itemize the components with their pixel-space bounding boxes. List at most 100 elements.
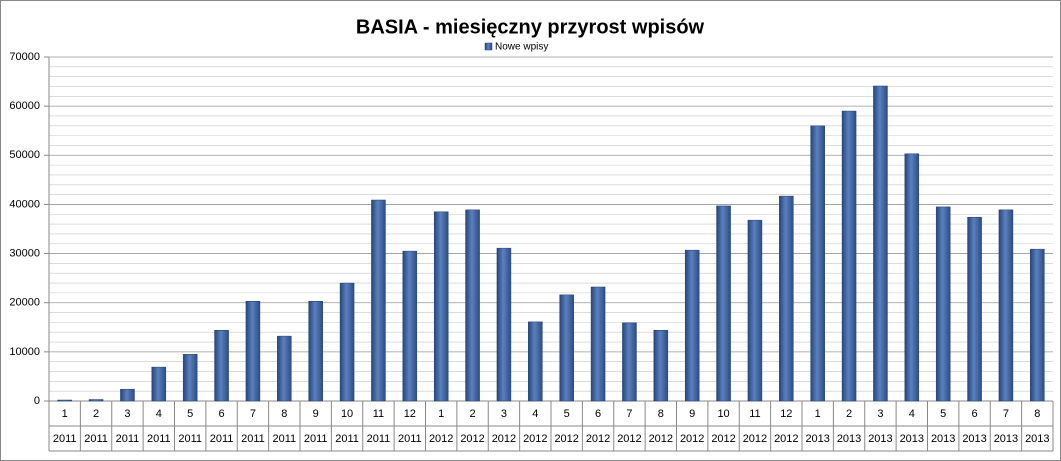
x-tick-label: 5	[187, 408, 193, 420]
x-tick-label: 6	[219, 408, 225, 420]
x-year-label: 2012	[429, 433, 453, 445]
bar	[653, 329, 669, 402]
x-year-label: 2012	[774, 433, 798, 445]
x-tick-label: 1	[815, 408, 821, 420]
y-tick-label: 0	[34, 395, 40, 407]
y-tick-label: 40000	[9, 198, 40, 210]
x-tick-label: 4	[156, 408, 162, 420]
x-year-label: 2011	[178, 433, 202, 445]
bar	[684, 249, 700, 402]
x-year-label: 2012	[492, 433, 516, 445]
x-year-label: 2012	[743, 433, 767, 445]
bar	[716, 205, 731, 402]
x-year-label: 2012	[460, 433, 484, 445]
bar	[559, 294, 574, 402]
y-tick-label: 60000	[9, 100, 40, 112]
x-year-label: 2011	[53, 433, 77, 445]
x-tick-label: 7	[250, 408, 256, 420]
x-tick-label: 1	[62, 408, 68, 420]
x-tick-label: 4	[909, 408, 915, 420]
x-year-label: 2011	[335, 433, 359, 445]
x-tick-label: 8	[1034, 408, 1040, 420]
x-tick-label: 1	[438, 408, 444, 420]
x-year-label: 2011	[116, 433, 140, 445]
bar	[1030, 248, 1045, 402]
bar	[57, 399, 72, 402]
x-year-label: 2011	[147, 433, 171, 445]
x-year-label: 2012	[680, 433, 704, 445]
bar	[810, 125, 825, 402]
x-tick-label: 6	[972, 408, 978, 420]
x-tick-label: 5	[564, 408, 570, 420]
bar	[151, 366, 167, 402]
x-year-label: 2013	[1025, 433, 1049, 445]
x-year-label: 2011	[398, 433, 422, 445]
x-year-label: 2013	[931, 433, 955, 445]
x-year-label: 2012	[554, 433, 578, 445]
bar	[998, 209, 1014, 402]
x-year-label: 2012	[586, 433, 610, 445]
bar	[214, 329, 229, 402]
bar	[277, 335, 292, 402]
x-tick-label: 7	[1003, 408, 1009, 420]
x-tick-label: 5	[940, 408, 946, 420]
bar	[496, 247, 512, 402]
x-year-label: 2013	[868, 433, 892, 445]
x-tick-label: 3	[877, 408, 883, 420]
y-tick-label: 20000	[9, 297, 40, 309]
x-tick-label: 12	[404, 408, 416, 420]
x-tick-label: 2	[846, 408, 852, 420]
bar	[590, 286, 606, 402]
bar	[245, 300, 261, 402]
x-tick-label: 8	[658, 408, 664, 420]
x-year-label: 2011	[210, 433, 234, 445]
x-tick-label: 10	[341, 408, 353, 420]
bar	[465, 209, 480, 402]
bar	[747, 219, 763, 402]
x-year-label: 2011	[367, 433, 391, 445]
x-year-label: 2011	[304, 433, 328, 445]
x-year-label: 2012	[711, 433, 735, 445]
x-year-label: 2013	[900, 433, 924, 445]
x-tick-label: 7	[626, 408, 632, 420]
bar	[88, 399, 104, 402]
x-tick-label: 8	[281, 408, 287, 420]
bar	[120, 388, 135, 402]
bar	[433, 211, 449, 402]
bar	[904, 153, 920, 402]
x-tick-label: 10	[717, 408, 729, 420]
bar	[841, 110, 857, 402]
x-tick-label: 9	[689, 408, 695, 420]
x-tick-label: 6	[595, 408, 601, 420]
x-year-label: 2011	[272, 433, 296, 445]
x-year-label: 2013	[962, 433, 986, 445]
x-tick-label: 11	[749, 408, 760, 420]
legend-label: Nowe wpisy	[495, 42, 548, 53]
bar	[967, 216, 982, 402]
x-tick-label: 2	[93, 408, 99, 420]
bar	[935, 206, 951, 402]
x-tick-label: 12	[780, 408, 792, 420]
chart-title: BASIA - miesięczny przyrost wpisów	[356, 16, 705, 38]
x-tick-label: 3	[124, 408, 130, 420]
bar	[182, 354, 198, 402]
legend-swatch	[484, 42, 493, 51]
bar	[308, 300, 323, 402]
bar	[528, 321, 543, 402]
x-year-label: 2012	[523, 433, 547, 445]
x-year-label: 2011	[241, 433, 265, 445]
x-tick-label: 4	[532, 408, 538, 420]
x-year-label: 2013	[805, 433, 829, 445]
x-year-label: 2011	[84, 433, 108, 445]
y-tick-label: 10000	[9, 346, 40, 358]
y-tick-label: 50000	[9, 149, 40, 161]
y-tick-label: 30000	[9, 247, 40, 259]
x-tick-label: 11	[373, 408, 384, 420]
x-year-label: 2013	[837, 433, 861, 445]
bar	[779, 195, 794, 402]
x-year-label: 2012	[649, 433, 673, 445]
bar	[371, 199, 386, 402]
y-tick-label: 70000	[9, 51, 40, 63]
x-tick-label: 3	[501, 408, 507, 420]
bar	[622, 322, 637, 402]
